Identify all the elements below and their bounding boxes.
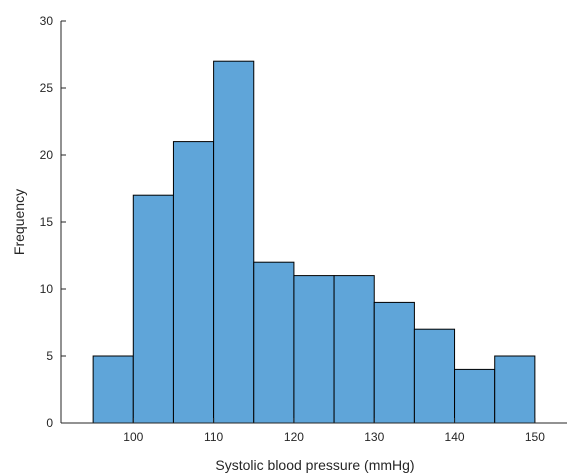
histogram-bar bbox=[92, 355, 134, 424]
histogram-bar bbox=[253, 261, 295, 424]
x-tick-label: 110 bbox=[204, 430, 223, 444]
x-axis-title: Systolic blood pressure (mmHg) bbox=[215, 457, 414, 473]
histogram-bar bbox=[213, 60, 255, 424]
x-tick-label: 150 bbox=[525, 430, 545, 444]
x-tick-label: 130 bbox=[364, 430, 384, 444]
y-tick-label: 5 bbox=[46, 349, 53, 363]
histogram-bar bbox=[293, 275, 335, 424]
histogram-bar bbox=[494, 355, 536, 424]
x-tick-label: 140 bbox=[445, 430, 465, 444]
histogram-bar bbox=[132, 194, 174, 424]
y-tick-label: 20 bbox=[40, 148, 54, 162]
y-tick-label: 0 bbox=[46, 416, 53, 430]
histogram-bar bbox=[413, 328, 456, 424]
y-tick-label: 30 bbox=[40, 14, 54, 28]
x-tick-label: 100 bbox=[123, 430, 143, 444]
x-tick-label: 120 bbox=[284, 430, 304, 444]
y-axis-ticks: 0 5 10 15 20 25 30 bbox=[40, 14, 66, 430]
y-tick-label: 25 bbox=[40, 81, 54, 95]
y-tick-label: 15 bbox=[40, 215, 54, 229]
x-axis-ticks: 100 110 120 130 140 150 bbox=[123, 418, 545, 444]
histogram-bar bbox=[373, 301, 415, 424]
histogram-bar bbox=[172, 141, 215, 424]
y-axis-title: Frequency bbox=[11, 189, 27, 255]
histogram-bar bbox=[333, 275, 375, 424]
y-tick-label: 10 bbox=[40, 282, 54, 296]
histogram-bar bbox=[454, 368, 496, 424]
bars-group bbox=[92, 60, 536, 424]
